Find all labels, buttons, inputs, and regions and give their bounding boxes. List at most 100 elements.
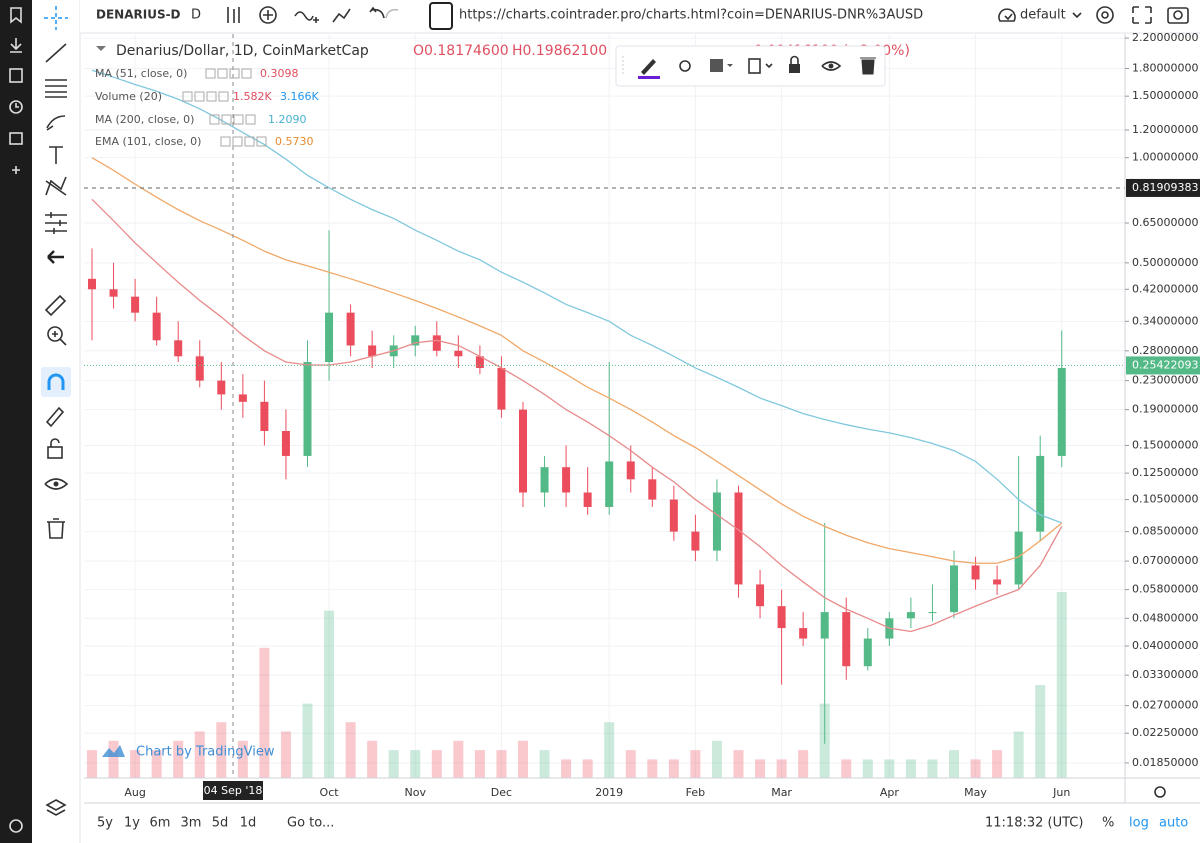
y-tick-label: 0.04800000 [1132, 611, 1198, 624]
legend-value: 1.582K [233, 90, 272, 103]
x-tick-label: May [964, 786, 987, 799]
candle-body [174, 340, 183, 357]
y-tick-label: 0.28000000 [1132, 344, 1198, 357]
volume-bar [130, 750, 141, 778]
volume-bar [410, 750, 421, 778]
volume-bar [388, 750, 399, 778]
y-tick-label: 0.07000000 [1132, 554, 1198, 567]
y-tick-label: 0.50000000 [1132, 256, 1198, 269]
y-tick-label: 1.00000000 [1132, 151, 1198, 164]
volume-bar [302, 703, 313, 778]
candle-body [820, 612, 829, 639]
volume-bar [1056, 592, 1067, 778]
volume-bar [949, 750, 959, 778]
interval[interactable]: D [191, 8, 201, 23]
range-button[interactable]: 1d [240, 816, 257, 831]
candle-body [669, 499, 678, 532]
x-tick-label: Feb [686, 786, 705, 799]
side-strip [0, 0, 32, 843]
candle-body [281, 431, 290, 456]
candle-body [303, 362, 312, 456]
candle-body [626, 461, 635, 480]
volume-bar [1035, 685, 1046, 778]
candle-body [519, 409, 527, 493]
candle-body [368, 345, 377, 357]
volume-bar [237, 740, 248, 778]
url[interactable]: https://charts.cointrader.pro/charts.htm… [459, 8, 923, 23]
candle-body [109, 289, 118, 297]
x-tick-label: Oct [320, 786, 340, 799]
layout-name[interactable]: default [1020, 8, 1066, 23]
candle-body [88, 278, 96, 290]
y-tick-label: 1.80000000 [1132, 62, 1198, 75]
candle-body [1014, 531, 1023, 585]
legend-value: 0.5730 [275, 135, 314, 148]
range-button[interactable]: 6m [150, 816, 171, 831]
crosshair-price-box [1126, 178, 1200, 197]
ma-line [91, 157, 1063, 564]
range-button[interactable]: 5d [212, 816, 229, 831]
watermark-text: Chart by TradingView [136, 745, 275, 760]
candle-body [583, 492, 592, 507]
bottom-bar: Go to... 11:18:32 (UTC) % log auto 5y 1y 6… [97, 786, 1188, 831]
volume-bar [280, 731, 291, 778]
legend-value: 0.3098 [260, 67, 299, 80]
volume-bar [345, 722, 356, 778]
log-toggle[interactable]: log [1129, 816, 1149, 831]
volume-bar [841, 759, 852, 778]
range-button[interactable]: 3m [181, 816, 202, 831]
y-tick-label: 0.42000000 [1132, 282, 1198, 295]
candle-body [497, 367, 506, 410]
volume-bar [561, 759, 572, 778]
volume-bar [453, 740, 464, 778]
volume-bar [1013, 731, 1024, 778]
crosshair-date-label: 04 Sep '18 [204, 784, 263, 797]
symbol[interactable]: DENARIUS-D [96, 8, 181, 22]
volume-bar [690, 750, 701, 778]
percent-toggle[interactable]: % [1102, 816, 1114, 831]
y-tick-label: 0.10500000 [1132, 493, 1198, 506]
candle-body [777, 606, 786, 629]
candle-body [260, 401, 269, 432]
volume-bar [905, 759, 916, 778]
legend-entry: EMA (101, close, 0) [95, 135, 201, 148]
plot [84, 34, 1125, 778]
volume-bar [625, 750, 636, 778]
volume-bar [862, 759, 873, 778]
candle-body [928, 612, 937, 614]
candle-body [605, 461, 614, 507]
range-button[interactable]: 1y [124, 816, 140, 831]
settings-icon[interactable] [1154, 786, 1166, 798]
candle-body [691, 531, 700, 551]
candle-body [131, 296, 140, 313]
candle-body [712, 492, 721, 551]
watermark: Chart by TradingView [102, 745, 275, 760]
y-tick-label: 0.05800000 [1132, 583, 1198, 596]
auto-toggle[interactable]: auto [1159, 816, 1188, 831]
y-tick-label: 2.20000000 [1132, 31, 1198, 44]
floating-toolbar[interactable] [615, 45, 886, 87]
goto[interactable]: Go to... [287, 816, 334, 831]
legend-entry: Volume (20) [95, 90, 162, 103]
range-button[interactable]: 5y [97, 816, 113, 831]
x-tick-label: Jun [1052, 786, 1070, 799]
last-price-box [1126, 356, 1200, 375]
y-tick-label: 0.03300000 [1132, 668, 1198, 681]
top-icons[interactable] [227, 2, 1189, 30]
candle-body [217, 380, 226, 395]
y-tick-label: 0.01850000 [1132, 756, 1198, 769]
legend: Denarius/Dollar, 1D, CoinMarketCap O0.18… [95, 43, 910, 148]
candle-body [1057, 367, 1066, 456]
volume-bar [324, 610, 335, 778]
drawing-tools[interactable] [41, 6, 71, 816]
y-tick-label: 0.02250000 [1132, 726, 1198, 739]
volume-bar [970, 759, 981, 778]
candle-body [863, 638, 872, 667]
volume-bar [798, 750, 809, 778]
volume-bar [108, 740, 119, 778]
volume-bar [884, 759, 895, 778]
volume-bar [668, 759, 679, 778]
x-tick-label: Nov [405, 786, 427, 799]
volume-bar [431, 750, 442, 778]
candle-body [325, 312, 334, 363]
